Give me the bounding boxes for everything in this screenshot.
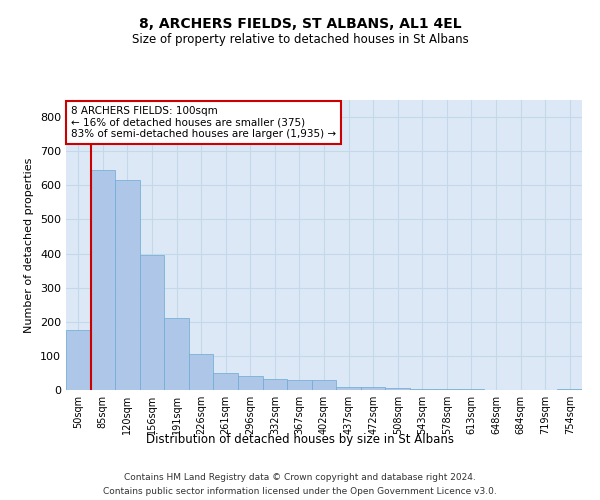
Bar: [91, 170, 115, 390]
Bar: [385, 388, 410, 390]
Text: 8 ARCHERS FIELDS: 100sqm
← 16% of detached houses are smaller (375)
83% of semi-: 8 ARCHERS FIELDS: 100sqm ← 16% of detach…: [71, 106, 336, 139]
Bar: [115, 180, 140, 390]
Bar: [336, 386, 361, 390]
Y-axis label: Number of detached properties: Number of detached properties: [25, 158, 34, 332]
Bar: [410, 389, 434, 390]
Text: Distribution of detached houses by size in St Albans: Distribution of detached houses by size …: [146, 432, 454, 446]
Bar: [361, 388, 385, 390]
Text: 8, ARCHERS FIELDS, ST ALBANS, AL1 4EL: 8, ARCHERS FIELDS, ST ALBANS, AL1 4EL: [139, 18, 461, 32]
Bar: [312, 380, 336, 390]
Text: Contains HM Land Registry data © Crown copyright and database right 2024.: Contains HM Land Registry data © Crown c…: [124, 472, 476, 482]
Bar: [238, 376, 263, 390]
Bar: [164, 318, 189, 390]
Bar: [66, 330, 91, 390]
Text: Contains public sector information licensed under the Open Government Licence v3: Contains public sector information licen…: [103, 488, 497, 496]
Text: Size of property relative to detached houses in St Albans: Size of property relative to detached ho…: [131, 32, 469, 46]
Bar: [287, 380, 312, 390]
Bar: [214, 373, 238, 390]
Bar: [263, 379, 287, 390]
Bar: [189, 354, 214, 390]
Bar: [140, 255, 164, 390]
